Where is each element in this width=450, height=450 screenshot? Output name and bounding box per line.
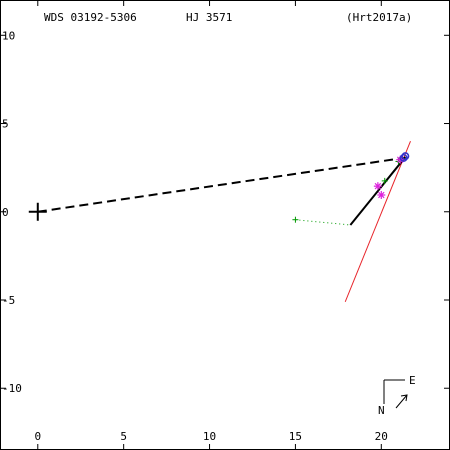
latest-measure-point [401,152,410,161]
primary-star-marker [28,202,47,221]
y-tick-label: 10 [2,29,15,42]
measure-point [381,177,388,184]
compass-direction-arrow [395,394,408,409]
speckle-measure-point-stroke [374,182,382,190]
x-tick-label: 15 [289,430,302,443]
orbit-recent-arc [349,156,407,226]
x-tick-label: 0 [34,430,41,443]
y-tick-label: 5 [2,118,9,131]
speckle-measure-point [373,182,382,191]
compass-north-label: N [378,404,385,417]
header-wds-id: WDS 03192-5306 [44,11,137,24]
compass-rose: N E [378,374,416,417]
early-measure-point [292,216,299,223]
y-axis-ticks: 10 5 0 -5 -10 [1,29,449,395]
compass-arrow-head [400,394,408,402]
header-discoverer: HJ 3571 [186,11,232,24]
line-of-nodes [344,140,411,302]
speckle-measure-point [377,191,386,199]
header-reference: (Hrt2017a) [346,11,412,24]
plot-series [28,140,411,302]
x-tick-label: 5 [120,430,127,443]
x-axis-ticks: 0 5 10 15 20 [34,1,388,449]
speckle-measure-point-stroke [378,191,385,199]
latest-measure-point [399,153,408,162]
y-tick-label: -10 [2,382,22,395]
y-tick-label: -5 [2,294,15,307]
y-tick-label: 0 [2,206,9,219]
x-tick-label: 20 [375,430,388,443]
x-tick-label: 10 [203,430,216,443]
compass-east-label: E [409,374,416,387]
orbit-dashed-path [37,156,404,213]
